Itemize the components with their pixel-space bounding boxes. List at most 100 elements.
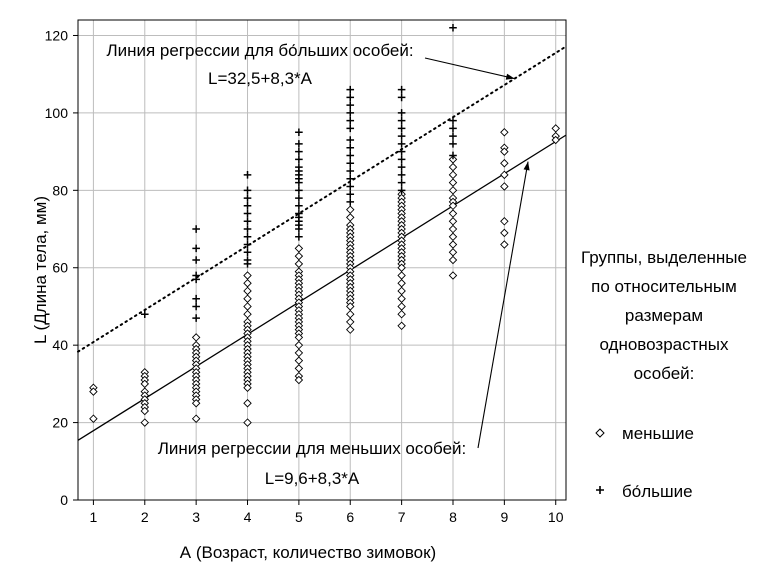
point-larger: [449, 132, 457, 140]
arrow-to-smaller-line-head: [523, 161, 530, 171]
point-smaller: [397, 302, 406, 311]
point-larger: [295, 128, 303, 137]
point-smaller: [448, 209, 458, 218]
regression-line-smaller: [77, 134, 567, 441]
point-smaller: [191, 414, 201, 423]
legend-plus-icon: [596, 486, 604, 494]
point-larger: [295, 194, 303, 202]
y-tick-label: 40: [52, 337, 68, 353]
point-larger: [397, 155, 406, 164]
point-smaller: [448, 271, 458, 280]
legend: Группы, выделенные по относительным разм…: [581, 248, 747, 501]
x-tick-label: 4: [244, 509, 252, 525]
point-smaller: [140, 418, 150, 427]
annotation-large-equation: L=32,5+8,3*A: [208, 69, 313, 88]
point-larger: [346, 143, 355, 152]
x-tick-label: 8: [449, 509, 457, 525]
regression-line-larger: [77, 45, 567, 353]
plot-frame: [77, 19, 567, 501]
point-larger: [295, 186, 303, 195]
point-larger: [295, 232, 303, 241]
arrow-to-smaller-line: [477, 161, 529, 449]
point-larger: [449, 140, 457, 148]
point-larger: [449, 151, 457, 160]
point-smaller: [500, 182, 509, 191]
point-larger: [192, 225, 200, 233]
legend-title-line-2: по относительным: [591, 277, 737, 296]
point-larger: [346, 198, 355, 206]
point-larger: [243, 260, 252, 268]
x-tick-label: 10: [548, 509, 564, 525]
point-smaller: [294, 348, 304, 358]
point-larger: [397, 186, 406, 195]
point-smaller: [294, 244, 304, 253]
data-points: [89, 23, 560, 427]
point-larger: [243, 186, 252, 195]
point-larger: [397, 140, 406, 148]
point-larger: [295, 140, 303, 148]
point-larger: [346, 190, 355, 198]
y-tick-label: 80: [52, 182, 68, 198]
point-smaller: [243, 418, 252, 427]
point-larger: [346, 85, 355, 94]
point-smaller: [191, 398, 201, 408]
y-tick-label: 100: [45, 105, 69, 121]
point-smaller: [551, 124, 560, 133]
y-axis-title: L (Длина тела, мм): [31, 196, 50, 344]
point-smaller: [89, 414, 98, 423]
point-smaller: [397, 321, 406, 331]
y-tick-label: 0: [60, 492, 68, 508]
arrow-to-larger-line: [424, 57, 515, 80]
annotation-small-equation: L=9,6+8,3*A: [265, 469, 360, 488]
point-larger: [449, 116, 457, 125]
x-tick-label: 9: [500, 509, 508, 525]
point-smaller: [140, 406, 150, 416]
point-larger: [397, 124, 406, 133]
x-axis-title: А (Возраст, количество зимовок): [180, 543, 436, 562]
x-tick-label: 1: [90, 509, 98, 525]
point-smaller: [191, 333, 201, 342]
legend-title-line-5: особей:: [634, 364, 695, 383]
point-larger: [397, 93, 406, 102]
point-larger: [397, 171, 406, 179]
point-larger: [192, 302, 200, 311]
point-smaller: [500, 158, 509, 168]
annotation-large-title: Линия регрессии для бо́льших особей:: [106, 41, 413, 60]
point-larger: [295, 147, 303, 156]
point-smaller: [500, 217, 509, 226]
point-larger: [397, 132, 406, 140]
point-smaller: [448, 186, 458, 195]
point-smaller: [243, 302, 252, 311]
point-larger: [243, 248, 252, 257]
point-larger: [346, 151, 355, 160]
point-larger: [192, 294, 200, 303]
point-smaller: [243, 383, 252, 392]
point-larger: [192, 244, 200, 253]
point-larger: [346, 174, 355, 183]
point-larger: [295, 178, 303, 187]
point-smaller: [500, 240, 509, 249]
point-smaller: [243, 278, 252, 288]
point-larger: [243, 209, 252, 218]
point-smaller: [243, 271, 252, 280]
point-larger: [346, 124, 355, 133]
point-larger: [243, 171, 252, 179]
point-smaller: [448, 162, 458, 172]
point-larger: [346, 93, 355, 102]
point-smaller: [294, 356, 304, 365]
y-tick-label: 60: [52, 260, 68, 276]
legend-diamond-icon: [595, 428, 605, 438]
x-tick-label: 2: [141, 509, 149, 525]
point-larger: [346, 159, 355, 168]
y-tick-label: 20: [52, 415, 68, 431]
point-larger: [243, 225, 252, 233]
point-smaller: [448, 170, 458, 180]
point-smaller: [397, 294, 406, 303]
point-smaller: [294, 251, 304, 261]
legend-label-larger: бо́льшие: [622, 482, 693, 501]
point-larger: [346, 182, 355, 191]
point-smaller: [448, 217, 458, 226]
point-smaller: [448, 248, 458, 257]
